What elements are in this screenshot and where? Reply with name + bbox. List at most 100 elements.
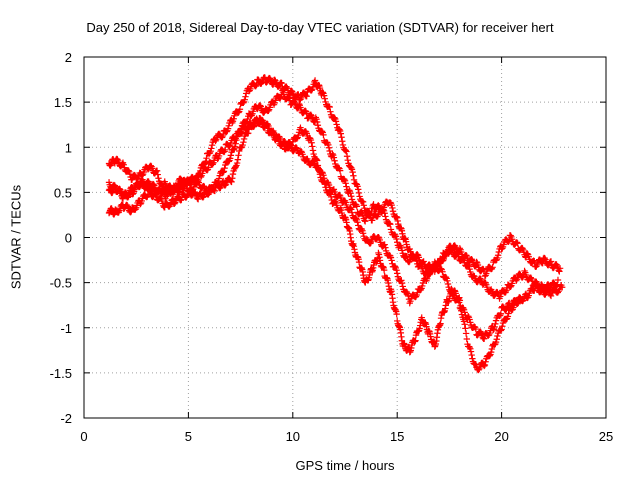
data-point <box>547 292 555 300</box>
data-point <box>282 145 290 153</box>
data-point <box>346 205 354 212</box>
data-point <box>332 118 340 125</box>
data-point <box>380 266 388 274</box>
data-point <box>391 231 399 239</box>
data-point <box>343 183 350 190</box>
data-point <box>125 167 132 174</box>
data-point <box>507 232 514 239</box>
data-point <box>375 233 382 241</box>
data-point <box>226 142 233 150</box>
data-point <box>505 310 512 317</box>
data-point <box>473 258 480 266</box>
data-point <box>353 203 361 210</box>
data-point <box>412 255 419 262</box>
data-point <box>266 75 274 82</box>
data-point <box>307 111 315 119</box>
data-point <box>134 175 141 182</box>
data-point <box>293 135 301 142</box>
data-point <box>506 237 513 244</box>
data-point <box>321 95 329 102</box>
series-track-d <box>105 115 566 342</box>
data-point <box>462 325 469 332</box>
data-point <box>229 175 236 182</box>
data-point <box>348 193 355 200</box>
data-point <box>126 170 134 178</box>
data-point <box>234 156 242 163</box>
data-point <box>343 153 351 160</box>
data-point <box>203 154 210 162</box>
data-point <box>265 107 272 115</box>
data-point <box>230 115 237 122</box>
data-point <box>494 254 501 262</box>
x-tick-label: 15 <box>390 429 404 444</box>
data-point <box>330 154 338 161</box>
data-point <box>288 142 296 150</box>
data-point <box>352 215 360 222</box>
data-point <box>327 108 334 115</box>
data-point <box>325 141 332 149</box>
data-point <box>348 206 355 213</box>
data-point <box>393 235 400 243</box>
data-point <box>492 317 500 324</box>
data-point <box>236 147 243 155</box>
data-point <box>309 147 317 154</box>
data-point <box>467 345 474 352</box>
data-point <box>524 250 531 257</box>
data-point <box>303 92 310 100</box>
data-point <box>339 141 347 149</box>
data-point <box>341 176 348 183</box>
data-point <box>454 296 461 303</box>
data-point <box>208 145 215 152</box>
x-tick-label: 20 <box>494 429 508 444</box>
data-point <box>342 147 349 154</box>
data-point <box>547 258 555 265</box>
data-point <box>166 202 173 210</box>
data-point <box>494 289 501 296</box>
data-point <box>313 156 320 163</box>
y-tick-label: -1.5 <box>50 366 72 381</box>
data-point <box>513 299 520 307</box>
data-point <box>343 148 350 155</box>
data-point <box>554 289 562 296</box>
data-point <box>468 256 475 263</box>
data-point <box>202 158 209 165</box>
y-tick-label: 0 <box>65 231 72 246</box>
data-point <box>498 326 505 333</box>
data-point <box>326 103 333 111</box>
data-point <box>220 131 227 139</box>
data-point <box>403 288 411 296</box>
data-point <box>271 76 278 84</box>
data-point <box>220 177 227 185</box>
data-point <box>297 148 305 155</box>
data-point <box>471 263 479 270</box>
data-point <box>494 332 501 340</box>
data-point <box>475 366 482 374</box>
data-point <box>503 316 510 323</box>
data-point <box>493 336 500 343</box>
data-point <box>393 213 400 220</box>
data-point <box>494 252 502 259</box>
data-point <box>243 126 251 133</box>
data-point <box>308 87 315 94</box>
data-point <box>412 337 419 344</box>
data-point <box>486 352 493 359</box>
data-point <box>313 116 320 123</box>
data-point <box>314 162 322 169</box>
data-point <box>360 202 367 209</box>
y-tick-label: -1 <box>60 321 72 336</box>
data-point <box>320 175 328 182</box>
data-point <box>239 141 246 149</box>
data-point <box>481 335 488 342</box>
data-point <box>290 98 298 105</box>
data-point <box>309 143 316 150</box>
data-point <box>212 137 219 145</box>
data-point <box>194 195 202 203</box>
data-point <box>492 338 500 346</box>
data-point <box>355 222 362 229</box>
x-axis-label: GPS time / hours <box>295 458 395 473</box>
data-point <box>233 159 241 167</box>
data-point <box>398 279 406 287</box>
data-point <box>499 323 506 330</box>
data-point <box>541 255 548 262</box>
data-point <box>263 121 270 129</box>
